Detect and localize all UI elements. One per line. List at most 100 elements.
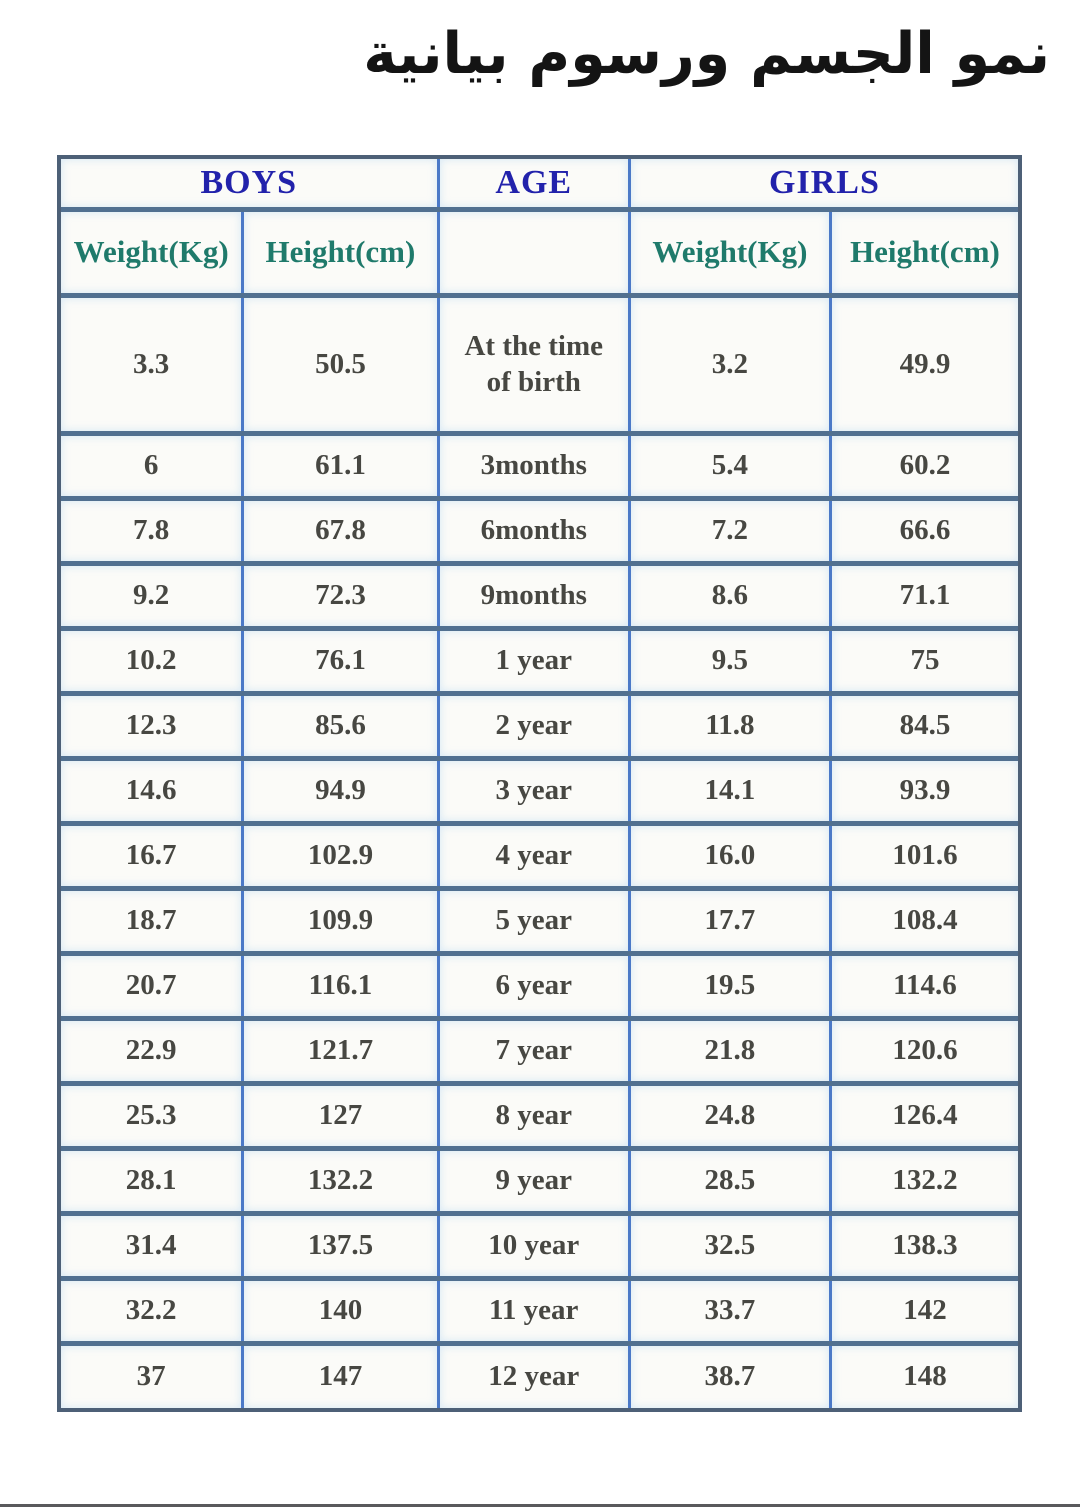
girls-weight-cell: 24.8 <box>629 1083 832 1151</box>
age-cell: 11 year <box>438 1278 631 1346</box>
boys-weight-cell: 28.1 <box>61 1148 245 1216</box>
girls-height-cell: 84.5 <box>830 693 1018 761</box>
age-cell: 9 year <box>438 1148 631 1216</box>
girls-weight-cell: 8.6 <box>629 563 832 631</box>
age-cell: 3 year <box>438 758 631 826</box>
age-cell: 10 year <box>438 1213 631 1281</box>
girls-height-cell: 148 <box>830 1343 1018 1408</box>
boys-group-header: BOYS <box>61 159 440 212</box>
boys-height-header: Height(cm) <box>242 209 440 298</box>
boys-height-cell: 116.1 <box>242 953 440 1021</box>
boys-height-cell: 102.9 <box>242 823 440 891</box>
boys-weight-cell: 22.9 <box>61 1018 245 1086</box>
boys-weight-cell: 6 <box>61 433 245 501</box>
age-cell: 7 year <box>438 1018 631 1086</box>
age-cell: 12 year <box>438 1343 631 1408</box>
page-title: نمو الجسم ورسوم بيانية <box>363 21 1051 87</box>
age-cell: At the time of birth <box>438 295 631 436</box>
girls-height-cell: 101.6 <box>830 823 1018 891</box>
table-row: 31.4 137.5 10 year 32.5 138.3 <box>61 1213 1018 1281</box>
table-row: 10.2 76.1 1 year 9.5 75 <box>61 628 1018 696</box>
boys-weight-cell: 20.7 <box>61 953 245 1021</box>
table-row: 28.1 132.2 9 year 28.5 132.2 <box>61 1148 1018 1216</box>
boys-weight-header: Weight(Kg) <box>61 209 245 298</box>
age-cell: 2 year <box>438 693 631 761</box>
boys-height-cell: 50.5 <box>242 295 440 436</box>
boys-weight-cell: 3.3 <box>61 295 245 436</box>
girls-height-cell: 120.6 <box>830 1018 1018 1086</box>
boys-height-cell: 61.1 <box>242 433 440 501</box>
group-header-row: BOYS AGE GIRLS <box>61 159 1018 212</box>
girls-weight-cell: 3.2 <box>629 295 832 436</box>
girls-height-cell: 71.1 <box>830 563 1018 631</box>
boys-weight-cell: 14.6 <box>61 758 245 826</box>
age-cell: 6 year <box>438 953 631 1021</box>
girls-weight-cell: 38.7 <box>629 1343 832 1408</box>
boys-height-cell: 121.7 <box>242 1018 440 1086</box>
table-row: 20.7 116.1 6 year 19.5 114.6 <box>61 953 1018 1021</box>
boys-weight-cell: 18.7 <box>61 888 245 956</box>
table-row: 16.7 102.9 4 year 16.0 101.6 <box>61 823 1018 891</box>
girls-height-cell: 142 <box>830 1278 1018 1346</box>
girls-weight-cell: 11.8 <box>629 693 832 761</box>
boys-weight-cell: 16.7 <box>61 823 245 891</box>
girls-height-cell: 114.6 <box>830 953 1018 1021</box>
girls-height-header: Height(cm) <box>830 209 1018 298</box>
girls-weight-cell: 7.2 <box>629 498 832 566</box>
boys-height-cell: 140 <box>242 1278 440 1346</box>
growth-table-frame: BOYS AGE GIRLS Weight(Kg) Height(cm) Wei… <box>57 155 1022 1412</box>
boys-height-cell: 132.2 <box>242 1148 440 1216</box>
table-row: 14.6 94.9 3 year 14.1 93.9 <box>61 758 1018 826</box>
age-cell: 8 year <box>438 1083 631 1151</box>
girls-weight-cell: 16.0 <box>629 823 832 891</box>
table-row: 7.8 67.8 6months 7.2 66.6 <box>61 498 1018 566</box>
boys-weight-cell: 25.3 <box>61 1083 245 1151</box>
boys-weight-cell: 37 <box>61 1343 245 1408</box>
girls-height-cell: 132.2 <box>830 1148 1018 1216</box>
girls-height-cell: 108.4 <box>830 888 1018 956</box>
boys-weight-cell: 10.2 <box>61 628 245 696</box>
age-cell: 5 year <box>438 888 631 956</box>
table-row: 18.7 109.9 5 year 17.7 108.4 <box>61 888 1018 956</box>
boys-height-cell: 76.1 <box>242 628 440 696</box>
age-cell: 3months <box>438 433 631 501</box>
sub-header-row: Weight(Kg) Height(cm) Weight(Kg) Height(… <box>61 209 1018 298</box>
age-subheader-empty <box>438 209 631 298</box>
boys-weight-cell: 9.2 <box>61 563 245 631</box>
girls-height-cell: 75 <box>830 628 1018 696</box>
boys-height-cell: 72.3 <box>242 563 440 631</box>
girls-group-header: GIRLS <box>629 159 1018 212</box>
age-cell: 4 year <box>438 823 631 891</box>
growth-table: BOYS AGE GIRLS Weight(Kg) Height(cm) Wei… <box>61 159 1018 1408</box>
boys-height-cell: 67.8 <box>242 498 440 566</box>
girls-weight-cell: 19.5 <box>629 953 832 1021</box>
girls-weight-cell: 21.8 <box>629 1018 832 1086</box>
boys-weight-cell: 32.2 <box>61 1278 245 1346</box>
girls-weight-cell: 9.5 <box>629 628 832 696</box>
table-row: 25.3 127 8 year 24.8 126.4 <box>61 1083 1018 1151</box>
table-row: 37 147 12 year 38.7 148 <box>61 1343 1018 1408</box>
girls-weight-cell: 5.4 <box>629 433 832 501</box>
girls-weight-header: Weight(Kg) <box>629 209 832 298</box>
bottom-divider <box>0 1504 1080 1507</box>
table-row: 3.3 50.5 At the time of birth 3.2 49.9 <box>61 295 1018 436</box>
boys-weight-cell: 31.4 <box>61 1213 245 1281</box>
boys-weight-cell: 7.8 <box>61 498 245 566</box>
boys-height-cell: 137.5 <box>242 1213 440 1281</box>
boys-height-cell: 94.9 <box>242 758 440 826</box>
table-row: 12.3 85.6 2 year 11.8 84.5 <box>61 693 1018 761</box>
table-row: 22.9 121.7 7 year 21.8 120.6 <box>61 1018 1018 1086</box>
table-header: BOYS AGE GIRLS Weight(Kg) Height(cm) Wei… <box>61 159 1018 298</box>
age-cell: 9months <box>438 563 631 631</box>
girls-height-cell: 60.2 <box>830 433 1018 501</box>
girls-height-cell: 93.9 <box>830 758 1018 826</box>
table-row: 32.2 140 11 year 33.7 142 <box>61 1278 1018 1346</box>
girls-weight-cell: 17.7 <box>629 888 832 956</box>
boys-height-cell: 85.6 <box>242 693 440 761</box>
girls-weight-cell: 33.7 <box>629 1278 832 1346</box>
girls-height-cell: 138.3 <box>830 1213 1018 1281</box>
age-cell: 6months <box>438 498 631 566</box>
table-body: 3.3 50.5 At the time of birth 3.2 49.9 6… <box>61 295 1018 1408</box>
boys-height-cell: 147 <box>242 1343 440 1408</box>
